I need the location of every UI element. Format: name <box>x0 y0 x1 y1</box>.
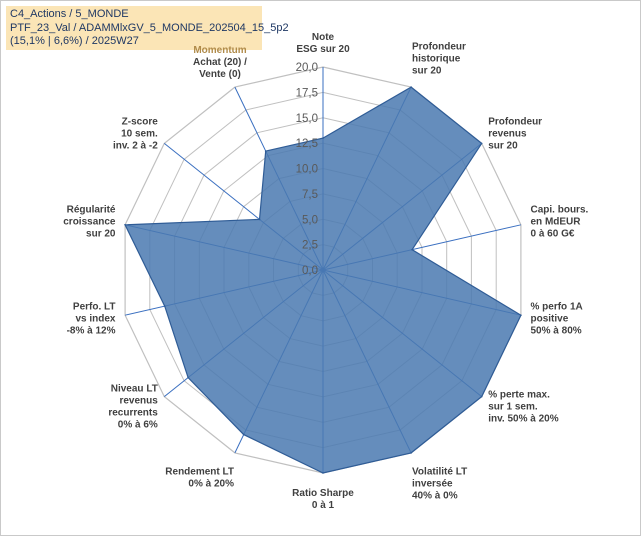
category-label: Rendement LT 0% à 20% <box>165 466 234 489</box>
category-label-line: Ratio Sharpe <box>292 488 354 499</box>
category-label-line: revenus <box>119 396 158 407</box>
category-label: Volatilité LT inversée 40% à 0% <box>412 466 467 501</box>
category-labels: Note ESG sur 20 Profondeur historique sur 20… <box>63 32 588 511</box>
category-label-line: recurrents <box>108 408 158 419</box>
tick-label: 7,5 <box>302 189 318 201</box>
category-label-line: -8% à 12% <box>67 326 116 337</box>
category-label-line: 0 à 60 G€ <box>531 228 575 239</box>
category-label-line: % perfo 1A <box>531 302 583 313</box>
category-label-line: Vente (0) <box>199 69 241 80</box>
category-label: Note ESG sur 20 <box>296 32 350 55</box>
category-label-line: Z-score <box>122 117 159 128</box>
data-point <box>410 86 412 88</box>
category-label-line: 0% à 6% <box>118 420 158 431</box>
tick-label: 15,0 <box>296 113 318 125</box>
data-point <box>264 150 267 152</box>
tick-label: 5,0 <box>302 214 318 226</box>
category-label-line: positive <box>531 314 569 325</box>
category-label-line: % perte max. <box>488 390 550 401</box>
category-label-line: sur 20 <box>488 141 518 152</box>
category-label-line: Achat (20) / <box>193 57 247 68</box>
category-label: Perfo. LT vs index -8% à 12% <box>67 302 116 337</box>
data-point <box>520 314 522 317</box>
series-area <box>124 86 522 474</box>
tick-label: 20,0 <box>296 62 318 74</box>
tick-label: 10,0 <box>296 164 318 176</box>
category-label-line: Note <box>312 32 335 43</box>
category-label-line: 50% à 80% <box>531 326 582 337</box>
category-label: Capi. bours. en MdEUR 0 à 60 G€ <box>531 204 589 239</box>
category-label: Profondeur revenus sur 20 <box>488 117 542 152</box>
category-label: Momentum Achat (20) / Vente (0) <box>193 45 247 80</box>
category-label-line: Profondeur <box>412 42 466 53</box>
category-label-line: en MdEUR <box>531 216 582 227</box>
category-label-line: Rendement LT <box>165 466 234 477</box>
category-label-line: historique <box>412 54 461 65</box>
data-point <box>480 395 483 398</box>
data-point <box>322 472 324 474</box>
category-label: Profondeur historique sur 20 <box>412 42 466 77</box>
tick-label: 0,0 <box>302 265 318 277</box>
category-label: % perfo 1A positive 50% à 80% <box>531 302 583 337</box>
category-label: Ratio Sharpe 0 à 1 <box>292 488 354 511</box>
category-label-line: inversée <box>412 478 453 489</box>
header-line-2: PTF_23_Val / ADAMMlxGV_5_MONDE_202504_15… <box>10 21 289 34</box>
data-point <box>480 142 483 145</box>
radar-series <box>124 86 522 474</box>
category-label-line: ESG sur 20 <box>296 44 350 55</box>
category-label-line: 10 sem. <box>121 129 158 140</box>
category-label-line: inv. 2 à -2 <box>113 141 158 152</box>
data-point <box>322 137 324 139</box>
category-label-line: Volatilité LT <box>412 466 467 477</box>
category-label-line: Perfo. LT <box>73 302 116 313</box>
tick-label: 2,5 <box>302 240 318 252</box>
data-point <box>410 452 412 454</box>
tick-label: 17,5 <box>296 87 318 99</box>
category-label-line: Niveau LT <box>111 384 158 395</box>
category-label: % perte max. sur 1 sem. inv. 50% à 20% <box>488 390 559 425</box>
category-label-line: sur 1 sem. <box>488 402 538 413</box>
category-label-line: Momentum <box>193 45 246 56</box>
category-label: Régularité croissance sur 20 <box>63 204 116 239</box>
category-label-line: 0 à 1 <box>312 500 335 511</box>
category-label: Niveau LT revenus recurrents 0% à 6% <box>108 384 158 431</box>
category-label-line: croissance <box>63 216 116 227</box>
radial-tick-labels: 0,0 2,5 5,0 7,5 10,0 12,5 15,0 17,5 20,0 <box>296 62 318 277</box>
category-label-line: Profondeur <box>488 117 542 128</box>
category-label-line: inv. 50% à 20% <box>488 414 559 425</box>
category-label-line: sur 20 <box>86 228 116 239</box>
category-label-line: vs index <box>75 314 115 325</box>
data-point <box>242 433 245 436</box>
tick-label: 12,5 <box>296 138 318 150</box>
category-label-line: Régularité <box>67 204 116 215</box>
header-line-3: (15,1% | 6,6%) / 2025W27 <box>10 35 139 47</box>
data-point <box>163 305 166 307</box>
header-line-1: C4_Actions / 5_MONDE <box>10 8 129 20</box>
chart-header: C4_Actions / 5_MONDE PTF_23_Val / ADAMMl… <box>6 6 289 50</box>
category-label-line: sur 20 <box>412 66 442 77</box>
category-label-line: 0% à 20% <box>188 478 234 489</box>
data-point <box>258 218 261 221</box>
category-label-line: Capi. bours. <box>531 204 589 215</box>
data-point <box>187 376 189 379</box>
category-label-line: revenus <box>488 129 527 140</box>
category-label-line: 40% à 0% <box>412 490 458 501</box>
data-point <box>124 224 126 226</box>
data-point <box>411 248 413 251</box>
category-label: Z-score 10 sem. inv. 2 à -2 <box>113 117 158 152</box>
